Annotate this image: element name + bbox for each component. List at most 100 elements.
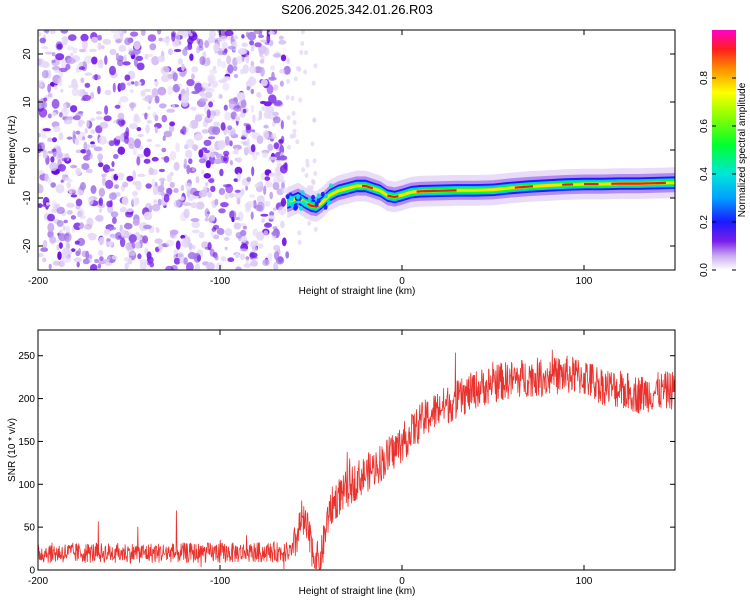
noise-speck (249, 252, 257, 258)
noise-speck (233, 217, 240, 220)
colorbar-tick-label: 0.6 (699, 119, 710, 133)
ridge-blob (311, 195, 315, 200)
noise-speck (312, 180, 316, 185)
noise-speck (138, 134, 144, 137)
noise-speck (144, 159, 151, 164)
noise-speck (267, 84, 274, 94)
noise-speck (243, 109, 247, 113)
noise-speck (170, 182, 175, 188)
noise-speck (234, 148, 239, 154)
noise-speck (66, 182, 71, 188)
noise-speck (91, 57, 97, 65)
noise-speck (62, 256, 71, 263)
noise-speck (152, 204, 161, 212)
noise-speck (142, 235, 148, 243)
noise-speck (244, 147, 249, 156)
noise-speck (154, 115, 158, 121)
noise-speck (127, 82, 132, 86)
noise-speck (116, 119, 120, 125)
noise-speck (75, 138, 79, 145)
noise-speck (135, 242, 141, 249)
colorbar: 0.00.20.40.60.8 Normalized spectral ampl… (699, 30, 748, 277)
chart-title: S206.2025.342.01.26.R03 (281, 2, 433, 17)
noise-speck (279, 155, 287, 160)
noise-speck (170, 230, 179, 236)
noise-speck (210, 152, 215, 158)
noise-speck (249, 40, 254, 45)
noise-speck (76, 199, 83, 207)
noise-speck (144, 113, 147, 120)
noise-speck (95, 215, 103, 222)
noise-speck (62, 247, 68, 256)
noise-speck (86, 169, 93, 173)
noise-speck (213, 43, 219, 52)
noise-speck (60, 89, 63, 93)
noise-speck (157, 185, 164, 192)
noise-speck (251, 212, 254, 220)
noise-speck (47, 223, 54, 232)
noise-speck (238, 212, 244, 222)
ridge-blob (296, 195, 300, 200)
snr-ytick-label: 0 (29, 566, 35, 577)
noise-speck (292, 111, 296, 116)
noise-speck (84, 224, 92, 230)
noise-speck (155, 127, 158, 134)
noise-speck (52, 149, 57, 152)
noise-speck (195, 115, 202, 122)
noise-speck (129, 123, 138, 129)
noise-speck (54, 85, 58, 90)
noise-speck (276, 173, 280, 177)
noise-speck (167, 188, 173, 195)
noise-speck (189, 54, 193, 61)
noise-speck (169, 121, 175, 126)
noise-speck (225, 193, 229, 200)
noise-speck (137, 253, 141, 259)
noise-speck (133, 116, 141, 124)
noise-speck (121, 120, 126, 125)
noise-speck (181, 185, 184, 191)
noise-speck (174, 162, 180, 171)
noise-speck (164, 156, 170, 163)
noise-speck (86, 120, 89, 128)
noise-speck (263, 186, 266, 195)
noise-speck (300, 41, 304, 46)
noise-speck (276, 163, 282, 166)
noise-speck (192, 168, 196, 172)
noise-speck (218, 94, 222, 99)
noise-speck (86, 149, 91, 157)
noise-speck (167, 86, 173, 96)
noise-speck (43, 151, 48, 159)
noise-speck (89, 49, 97, 52)
noise-speck (208, 242, 212, 250)
noise-speck (147, 120, 152, 124)
noise-speck (104, 229, 110, 234)
noise-speck (174, 200, 181, 208)
noise-speck (123, 55, 127, 62)
noise-speck (224, 112, 231, 121)
noise-speck (224, 105, 228, 111)
noise-speck (242, 43, 248, 48)
noise-speck (111, 211, 119, 217)
noise-speck (225, 247, 228, 251)
snr-ylabel: SNR (10 * v/v) (7, 418, 18, 482)
noise-speck (178, 58, 183, 65)
noise-speck (111, 161, 114, 167)
noise-speck (251, 166, 254, 176)
noise-speck (304, 50, 308, 55)
noise-speck (70, 105, 77, 112)
noise-speck (57, 251, 61, 260)
noise-speck (159, 169, 165, 172)
noise-speck (145, 124, 150, 134)
noise-speck (235, 115, 239, 122)
noise-speck (236, 157, 242, 163)
snr-ytick-label: 100 (18, 480, 35, 491)
noise-speck (225, 30, 234, 36)
noise-speck (159, 103, 167, 108)
noise-speck (137, 174, 145, 177)
noise-speck (99, 237, 105, 245)
ridge-blob (317, 193, 321, 198)
noise-speck (307, 221, 311, 226)
noise-speck (165, 39, 169, 47)
noise-speck (45, 52, 53, 55)
